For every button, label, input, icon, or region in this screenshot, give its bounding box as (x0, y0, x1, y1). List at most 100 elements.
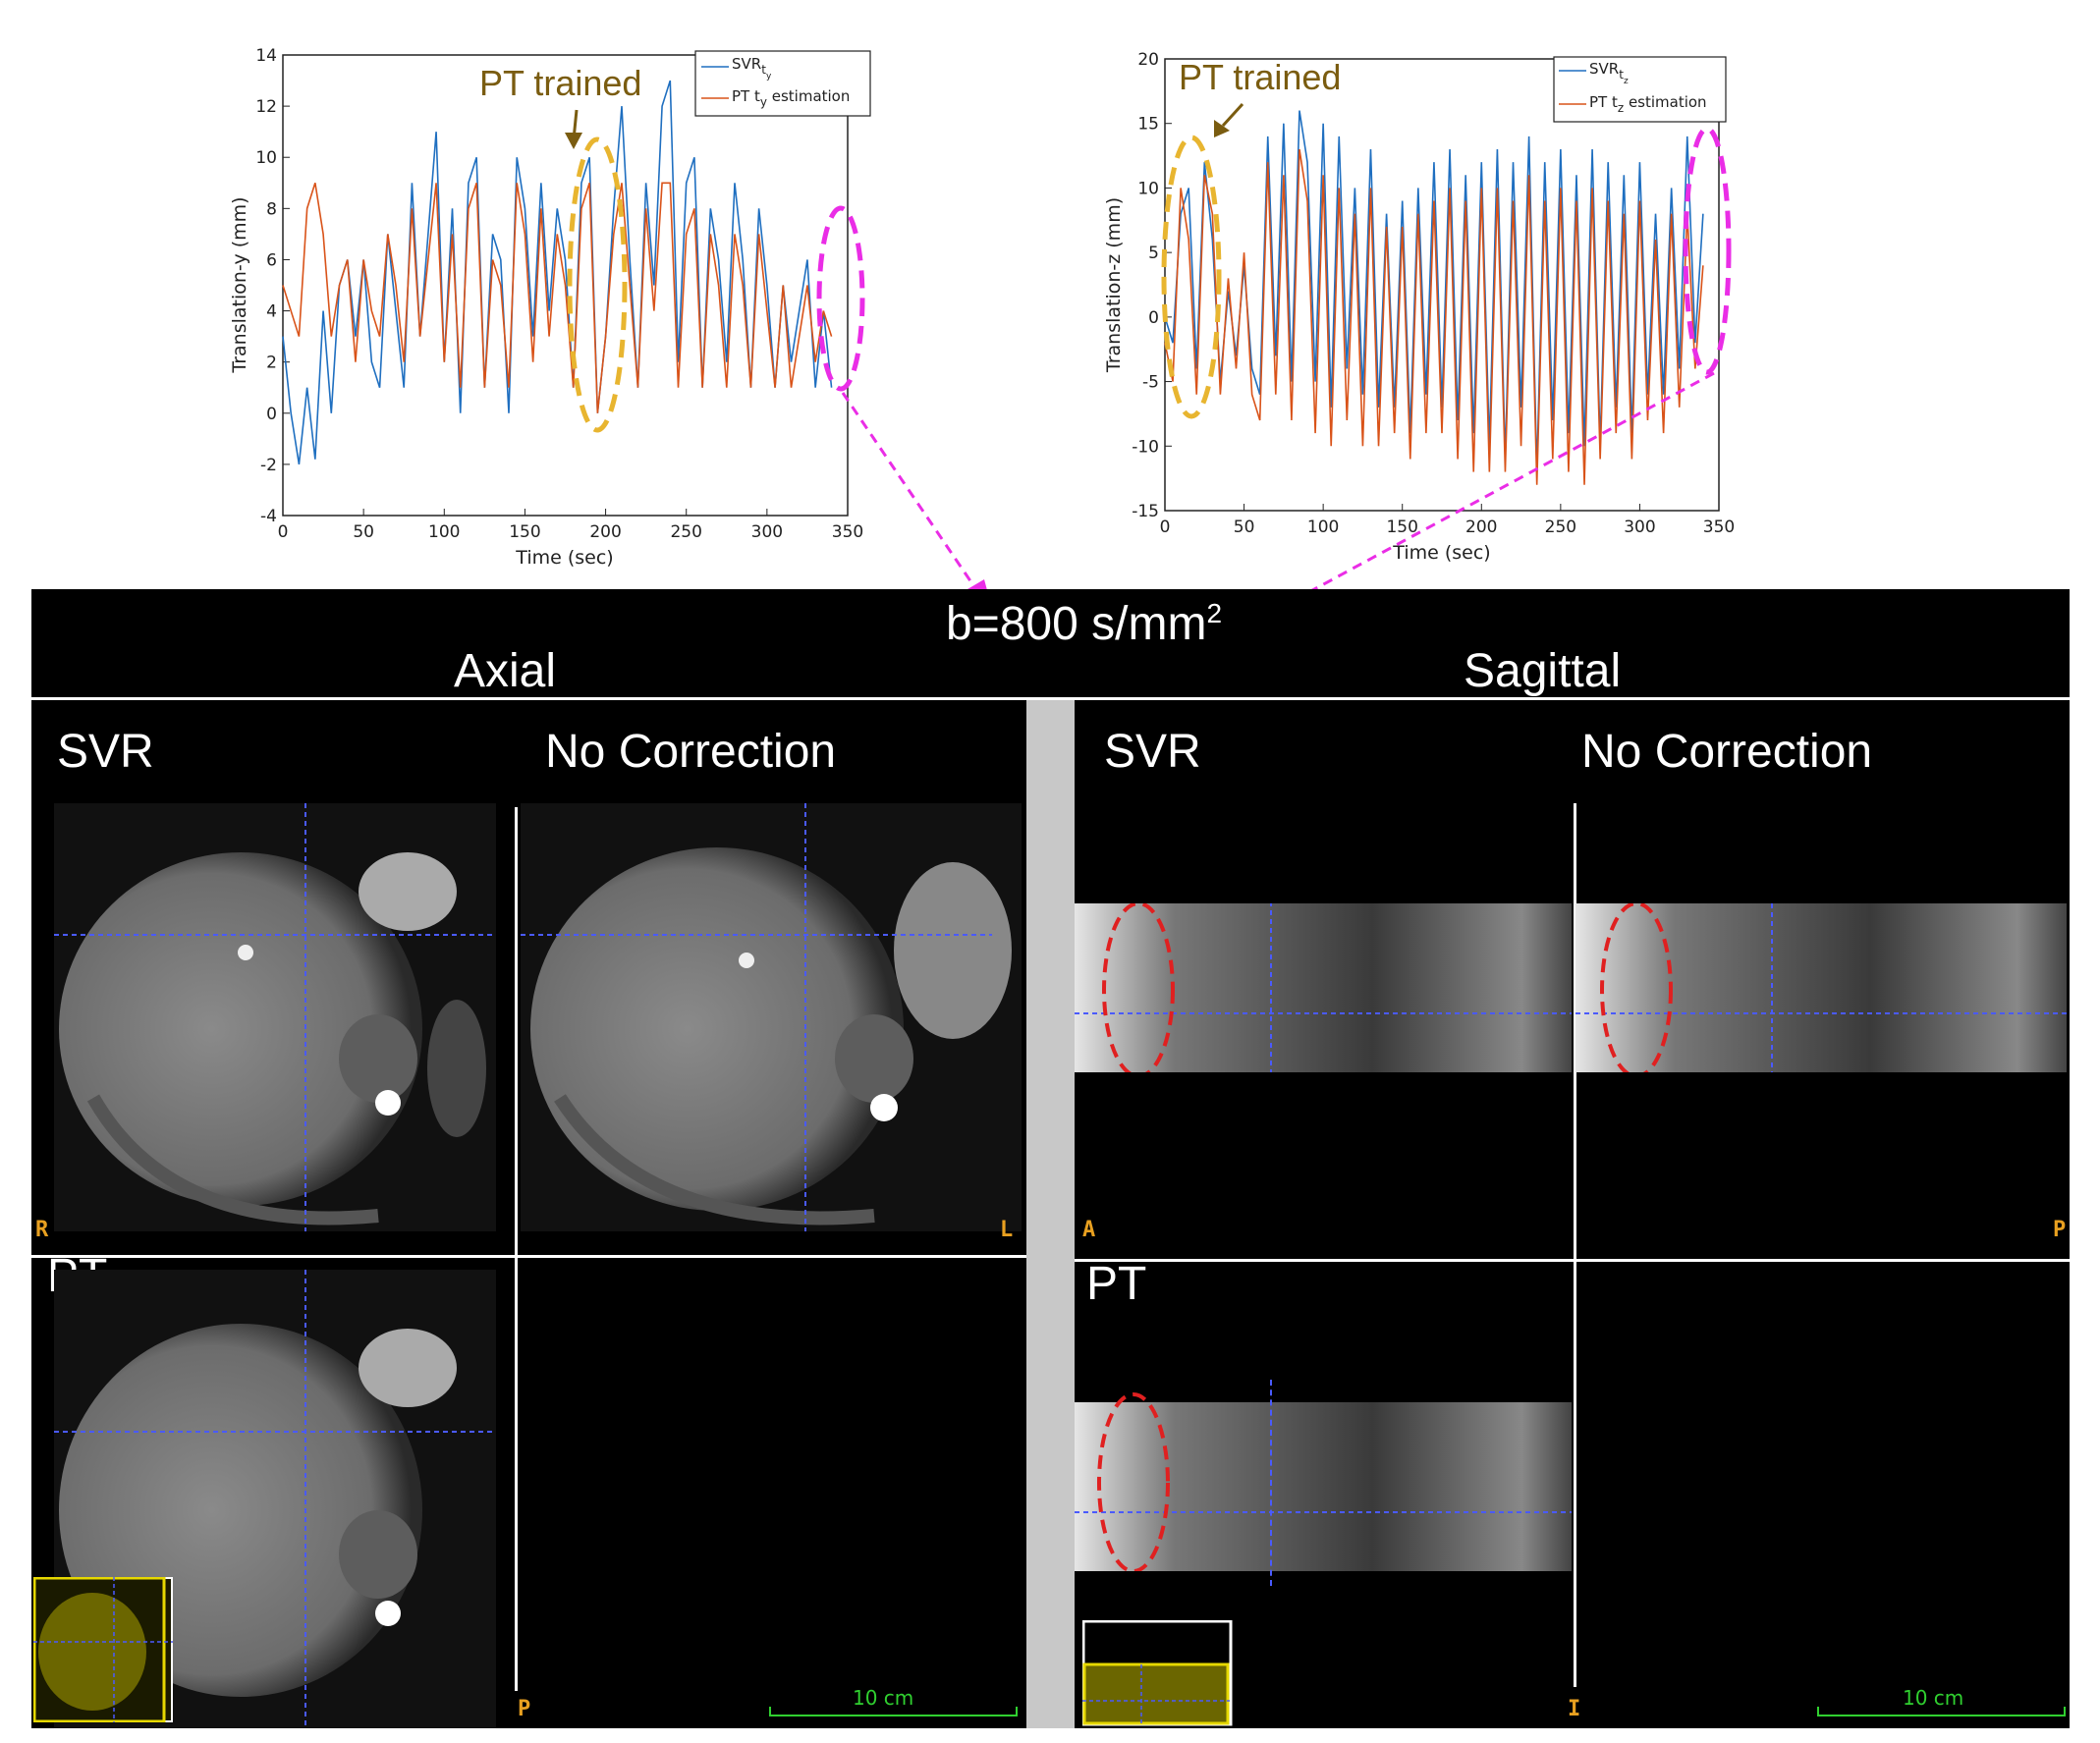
orient-P-axial: P (518, 1697, 531, 1721)
y-tick-label: 6 (266, 250, 277, 270)
x-tick-label: 50 (353, 522, 374, 542)
x-tick-label: 200 (1465, 517, 1497, 537)
pt-trained-label-right: PT trained (1179, 57, 1341, 97)
plot-y-ylabel: Translation-y (mm) (229, 196, 250, 373)
sagittal-thumbnail (1082, 1620, 1233, 1726)
x-tick-label: 350 (832, 522, 863, 542)
axial-hline (31, 1255, 1026, 1258)
orient-P-sagittal: P (2053, 1218, 2067, 1242)
legend-svr-ty: SVRty (732, 55, 772, 82)
plot-z-yticks: -15 -10 -5 0 5 10 15 20 (1132, 50, 1172, 521)
orient-L: L (1000, 1218, 1014, 1242)
svr-series-line (1164, 110, 1704, 472)
x-tick-label: 100 (428, 522, 460, 542)
y-tick-label: -4 (260, 507, 277, 526)
plot-y-xlabel: Time (sec) (515, 547, 613, 569)
orange-ellipse-left (567, 136, 628, 433)
plot-z-legend-box (1553, 56, 1727, 123)
axial-thumbnail (33, 1577, 173, 1722)
scalebar-right (1817, 1715, 2066, 1716)
x-tick-label: 200 (589, 522, 621, 542)
magenta-ellipse-left (816, 205, 865, 392)
x-tick-label: 250 (1545, 517, 1576, 537)
x-tick-label: 150 (509, 522, 540, 542)
scalebar-right-tick-a (1817, 1707, 1819, 1716)
x-tick-label: 350 (1703, 517, 1735, 537)
axial-svr-label: SVR (57, 726, 154, 778)
x-tick-label: 0 (278, 522, 289, 542)
plot-translation-z: -15 -10 -5 0 5 10 15 20 0 50 100 150 200 250 300 350 T… (1103, 50, 1735, 564)
y-tick-label: 12 (255, 97, 277, 117)
plot-translation-y: -4 -2 0 2 4 6 8 10 12 14 0 50 100 150 200 250 300 350 Tr… (229, 46, 871, 569)
sagittal-crosshair-v1 (1270, 1380, 1272, 1586)
plot-z-xlabel: Time (sec) (1392, 542, 1490, 564)
y-tick-label: 2 (266, 354, 277, 373)
y-tick-label: 15 (1137, 115, 1159, 135)
plot-y-lines (282, 80, 833, 465)
b-value-banner (31, 589, 2070, 697)
b-value-title: b=800 s/mm2 (946, 598, 1223, 650)
legend-pt-ty: PT ty estimation (732, 87, 850, 109)
magenta-arrows (841, 371, 1715, 620)
y-tick-label: -2 (260, 456, 277, 475)
x-tick-label: 100 (1307, 517, 1339, 537)
y-tick-label: 5 (1148, 244, 1159, 263)
x-tick-label: 150 (1386, 517, 1417, 537)
scalebar-right-label: 10 cm (1903, 1686, 1964, 1710)
sagittal-pt-label: PT (1086, 1258, 1147, 1310)
orient-I: I (1568, 1697, 1581, 1721)
legend-svr-tz: SVRtz (1589, 60, 1629, 86)
axial-nocorrection-image (521, 803, 1022, 1231)
y-tick-label: 20 (1137, 50, 1159, 70)
pt-trained-label-left: PT trained (479, 63, 641, 103)
x-tick-label: 50 (1234, 517, 1255, 537)
pt-series-line (282, 182, 833, 413)
y-tick-label: 10 (255, 148, 277, 168)
sagittal-hline (1075, 1259, 2070, 1262)
vertical-separator (1026, 700, 1075, 1728)
y-tick-label: -15 (1132, 502, 1159, 521)
x-tick-label: 300 (751, 522, 783, 542)
y-tick-label: -10 (1132, 437, 1159, 457)
scalebar-left-tick-a (769, 1707, 771, 1716)
plot-z-lines (1164, 110, 1704, 485)
plot-z-ylabel: Translation-z (mm) (1103, 197, 1125, 373)
axial-svr-image (54, 803, 496, 1231)
y-tick-label: 4 (266, 302, 277, 322)
sagittal-block (1075, 700, 2070, 1728)
sagittal-nocorrection-label: No Correction (1581, 726, 1873, 778)
orange-ellipse-right (1161, 135, 1222, 419)
section-axial-title: Axial (454, 645, 557, 697)
legend-pt-tz: PT tz estimation (1589, 93, 1707, 115)
magenta-ellipse-right (1683, 126, 1732, 375)
plot-y-legend-box (694, 50, 871, 117)
section-sagittal-title: Sagittal (1464, 645, 1622, 697)
y-tick-label: -5 (1142, 373, 1159, 393)
orient-A: A (1082, 1218, 1096, 1242)
y-tick-label: 10 (1137, 179, 1159, 198)
svr-series-line (282, 80, 833, 465)
y-tick-label: 0 (1148, 308, 1159, 328)
axial-nocorrection-label: No Correction (545, 726, 837, 778)
scalebar-right-tick-b (2064, 1707, 2066, 1716)
plot-z-xticks: 0 50 100 150 200 250 300 350 (1160, 504, 1735, 537)
sagittal-svr-image (1075, 903, 1572, 1072)
y-tick-label: 8 (266, 199, 277, 219)
x-tick-label: 250 (670, 522, 701, 542)
x-tick-label: 0 (1160, 517, 1171, 537)
pt-series-line (1164, 148, 1704, 485)
sagittal-nocorrection-image (1575, 903, 2067, 1072)
scalebar-left-label: 10 cm (853, 1686, 914, 1710)
axial-vline (515, 807, 518, 1691)
y-tick-label: 14 (255, 46, 277, 66)
sagittal-svr-label: SVR (1104, 726, 1201, 778)
orient-R: R (35, 1218, 49, 1242)
scalebar-left (769, 1715, 1018, 1716)
x-tick-label: 300 (1624, 517, 1655, 537)
plot-y-ticks: -4 -2 0 2 4 6 8 10 12 14 (255, 46, 290, 526)
sagittal-pt-image (1075, 1392, 1572, 1571)
sagittal-vline (1574, 803, 1576, 1687)
scalebar-left-tick-b (1016, 1707, 1018, 1716)
banner-divider (31, 697, 2070, 700)
plot-x-ticks: 0 50 100 150 200 250 300 350 (278, 509, 863, 542)
